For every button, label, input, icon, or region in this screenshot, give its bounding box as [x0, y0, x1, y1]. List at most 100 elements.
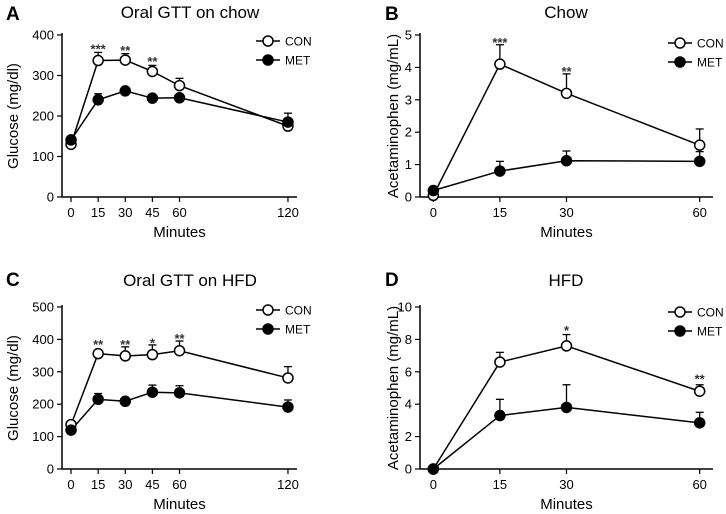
- x-axis-label: Minutes: [540, 224, 593, 241]
- x-tick-label: 30: [559, 477, 573, 492]
- data-point-met: [282, 401, 294, 413]
- y-tick-label: 500: [32, 300, 54, 315]
- y-tick-label: 3: [405, 92, 412, 107]
- data-point-met: [693, 417, 706, 429]
- x-tick-label: 0: [67, 205, 74, 220]
- x-tick-label: 15: [493, 205, 507, 220]
- panel-a: A Oral GTT on chow 0 100 200 300 400 0 15 30 45 60 1…: [5, 3, 312, 241]
- data-point-met: [560, 401, 573, 414]
- legend-marker: [674, 306, 686, 318]
- y-tick-label: 2: [405, 125, 412, 140]
- x-tick-label: 15: [91, 205, 105, 220]
- x-tick-label: 60: [692, 477, 706, 492]
- y-tick-label: 300: [32, 364, 54, 379]
- y-axis-label: Acetaminophen (mg/mL): [385, 306, 402, 470]
- x-tick-label: 0: [430, 477, 437, 492]
- series-line-con: [432, 63, 700, 196]
- y-tick-label: 200: [32, 109, 54, 124]
- data-point-con: [173, 344, 186, 357]
- data-point-met: [119, 395, 132, 408]
- y-tick-label: 4: [405, 60, 412, 75]
- y-axis-label: Glucose (mg/dl): [5, 63, 22, 169]
- panel-letter: C: [6, 270, 20, 291]
- legend-label: CON: [697, 306, 724, 320]
- data-point-met: [693, 155, 706, 168]
- series-line-con: [70, 349, 289, 425]
- y-tick-label: 10: [398, 300, 412, 315]
- data-point-met: [560, 154, 573, 167]
- data-point-con: [146, 65, 159, 78]
- chart-title: Oral GTT on chow: [121, 3, 260, 22]
- significance-marker: **: [695, 372, 706, 387]
- legend-marker: [262, 323, 274, 335]
- legend-label: MET: [285, 323, 311, 337]
- panel-letter: A: [6, 4, 20, 25]
- data-point-con: [494, 356, 506, 368]
- legend-marker: [674, 325, 686, 337]
- data-point-met: [146, 92, 159, 104]
- x-tick-label: 120: [277, 477, 299, 492]
- y-axis-label: Acetaminophen (mg/mL): [385, 34, 402, 198]
- y-tick-label: 5: [405, 28, 412, 43]
- y-tick-label: 400: [32, 332, 54, 347]
- x-axis-label: Minutes: [153, 224, 206, 241]
- y-tick-label: 200: [32, 397, 54, 412]
- series-line-met: [433, 159, 700, 192]
- series-line-met: [70, 391, 289, 431]
- data-point-con: [560, 87, 573, 100]
- y-tick-label: 0: [405, 462, 412, 477]
- significance-marker: **: [120, 337, 131, 352]
- legend-label: CON: [285, 35, 312, 49]
- significance-marker: **: [561, 64, 572, 79]
- y-tick-label: 2: [405, 429, 412, 444]
- x-axis-label: Minutes: [153, 496, 206, 513]
- x-tick-label: 15: [493, 477, 507, 492]
- y-tick-label: 0: [47, 190, 54, 205]
- y-tick-label: 0: [47, 462, 54, 477]
- data-point-con: [119, 350, 132, 362]
- data-point-con: [560, 340, 573, 352]
- y-tick-label: 1: [405, 157, 412, 172]
- data-point-met: [494, 165, 506, 177]
- significance-marker: **: [120, 43, 131, 58]
- x-tick-label: 30: [118, 477, 132, 492]
- data-point-met: [65, 424, 77, 436]
- series-line-met: [432, 406, 700, 470]
- x-axis-label: Minutes: [540, 496, 593, 513]
- y-tick-label: 0: [405, 190, 412, 205]
- significance-marker: **: [147, 54, 158, 69]
- chart-title: Chow: [544, 3, 588, 22]
- significance-marker: *: [564, 323, 570, 338]
- panel-letter: B: [385, 4, 399, 25]
- y-tick-label: 8: [405, 332, 412, 347]
- y-tick-label: 300: [32, 68, 54, 83]
- data-point-met: [282, 116, 294, 128]
- data-point-met: [427, 184, 440, 197]
- legend-label: CON: [285, 304, 312, 318]
- data-point-con: [92, 347, 104, 360]
- panel-c: C Oral GTT on HFD 0 100 200 300 400 500 0 15 30 45 6…: [5, 270, 312, 513]
- significance-marker: ***: [492, 35, 508, 50]
- chart-title: Oral GTT on HFD: [123, 271, 257, 290]
- data-point-con: [146, 348, 159, 361]
- data-point-con: [92, 54, 104, 67]
- legend-label: CON: [697, 37, 724, 51]
- legend-marker: [262, 304, 274, 316]
- x-tick-label: 30: [118, 205, 132, 220]
- significance-marker: ***: [91, 41, 107, 56]
- data-point-con: [173, 79, 186, 92]
- series-line-con: [70, 59, 289, 145]
- x-tick-label: 60: [172, 205, 186, 220]
- legend-marker: [262, 35, 274, 47]
- data-point-met: [92, 94, 104, 106]
- x-tick-label: 30: [559, 205, 573, 220]
- y-tick-label: 6: [405, 364, 412, 379]
- x-tick-label: 120: [277, 205, 299, 220]
- significance-marker: **: [93, 337, 104, 352]
- data-point-met: [173, 92, 186, 104]
- series-line-con: [432, 345, 700, 470]
- panel-letter: D: [385, 270, 399, 291]
- significance-marker: *: [150, 335, 156, 350]
- x-tick-label: 60: [172, 477, 186, 492]
